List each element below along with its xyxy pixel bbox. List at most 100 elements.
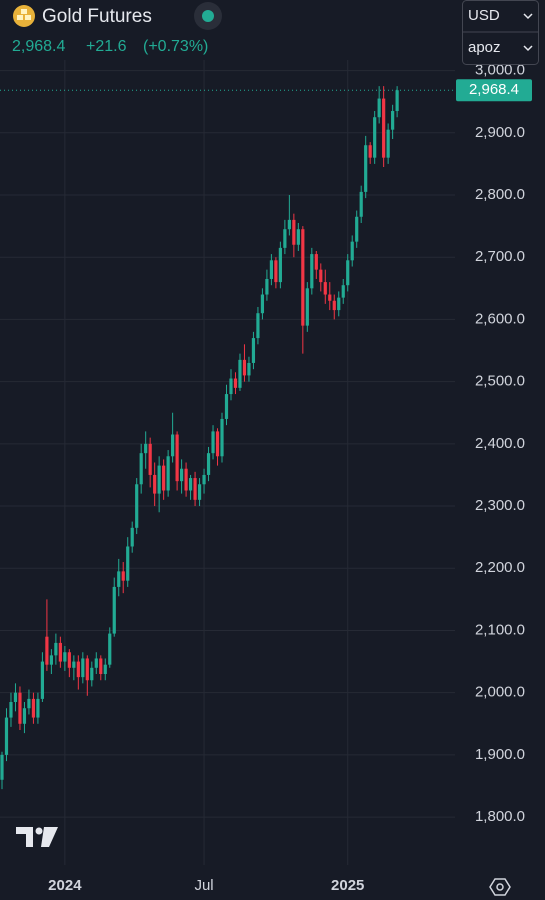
candle-body: [206, 453, 211, 475]
candle-body: [287, 219, 291, 230]
candle-body: [368, 145, 372, 158]
candle-body: [337, 297, 341, 311]
candle-body: [63, 652, 67, 662]
candle-body: [27, 698, 31, 709]
settings-center[interactable]: [496, 883, 504, 891]
y-tick-label: 2,400.0: [475, 435, 525, 452]
tv-logo: [16, 827, 58, 847]
chevron: [523, 13, 533, 20]
y-tick-label: 2,300.0: [475, 497, 525, 514]
candle-body: [391, 111, 395, 130]
candle-body: [0, 754, 4, 780]
y-tick-label: 2,600.0: [475, 310, 525, 327]
symbol-icon: [13, 5, 35, 27]
candle-body: [180, 468, 184, 482]
candle-body: [265, 278, 269, 295]
candle-body: [188, 478, 193, 491]
candle-body: [305, 288, 309, 326]
candle-body: [40, 661, 45, 699]
y-tick-label: 1,900.0: [475, 746, 525, 763]
candle-body: [220, 418, 224, 457]
icon-bar: [21, 9, 27, 14]
x-tick-label: Jul: [194, 877, 213, 894]
candle-body: [359, 191, 363, 217]
header: Gold Futures 2,968.4 +21.6 (+0.73%) USD …: [12, 0, 539, 65]
candle-body: [310, 254, 314, 289]
status-dot: [202, 10, 214, 22]
candle-body: [229, 378, 233, 395]
candle-body: [319, 269, 323, 283]
candle-body: [139, 453, 143, 485]
y-tick-label: 3,000.0: [475, 62, 525, 79]
candle-body: [166, 456, 170, 491]
candle-body: [144, 443, 148, 454]
logo-part: [16, 827, 33, 847]
currency-select[interactable]: USD: [468, 7, 500, 24]
candle-body: [175, 434, 179, 482]
candle-body: [103, 664, 107, 675]
settings-hex[interactable]: [489, 878, 511, 896]
candle-body: [18, 692, 22, 724]
candle-body: [108, 633, 112, 665]
candle-body: [121, 571, 125, 581]
candle-body: [126, 546, 130, 581]
candle-body: [135, 484, 139, 528]
candle-body: [233, 378, 238, 388]
candle-body: [247, 362, 251, 376]
y-tick-label: 2,900.0: [475, 124, 525, 141]
icon-bar: [25, 15, 31, 20]
candle-body: [81, 658, 85, 678]
candle-body: [4, 717, 9, 755]
logo-part: [41, 827, 58, 847]
candle-body: [45, 636, 49, 665]
candle-body: [373, 117, 377, 158]
candle-body: [197, 484, 202, 500]
change-pct: (+0.73%): [143, 38, 208, 55]
candle-body: [341, 285, 345, 298]
chevron: [523, 45, 533, 52]
candle-body: [314, 254, 318, 270]
candle-body: [148, 443, 152, 475]
candle-body: [278, 247, 282, 283]
candle-body: [31, 698, 36, 718]
candle-body: [224, 394, 229, 419]
y-tick-label: 2,500.0: [475, 373, 525, 390]
candle-body: [9, 702, 13, 718]
y-tick-label: 2,100.0: [475, 621, 525, 638]
symbol-title[interactable]: Gold Futures: [42, 6, 152, 27]
candle-body: [301, 229, 305, 326]
x-tick-label: 2025: [331, 877, 364, 894]
candle-body: [292, 219, 296, 245]
candle-body: [162, 465, 166, 491]
plot: 1,800.0 1,900.0 2,000.0 2,100.0 2,200.0 2,300…: [0, 60, 532, 894]
account-select[interactable]: apoz: [468, 39, 501, 56]
candle-body: [328, 294, 332, 301]
candle-body: [157, 465, 161, 494]
candle-body: [171, 434, 175, 457]
candle-body: [260, 294, 265, 314]
candle-body: [184, 468, 188, 491]
candle-body: [202, 474, 206, 485]
candle-body: [332, 300, 336, 311]
candle-body: [22, 708, 27, 724]
candle-body: [296, 229, 300, 245]
candle-body: [382, 98, 386, 158]
candle-body: [256, 313, 260, 339]
candle-body: [117, 571, 121, 587]
y-tick-label: 2,000.0: [475, 684, 525, 701]
last-price-label: 2,968.4: [469, 81, 519, 98]
candle-body: [350, 241, 354, 261]
candle-body: [377, 98, 381, 118]
candle-body: [99, 658, 103, 675]
candle-body: [85, 658, 89, 681]
icon-bar: [17, 15, 23, 20]
settings-icon[interactable]: [489, 878, 511, 896]
candle-body: [346, 260, 350, 286]
candle-body: [36, 698, 40, 718]
candle-body: [49, 655, 53, 665]
candle-body: [283, 229, 287, 248]
candle-body: [355, 216, 359, 242]
candle-body: [13, 692, 18, 703]
